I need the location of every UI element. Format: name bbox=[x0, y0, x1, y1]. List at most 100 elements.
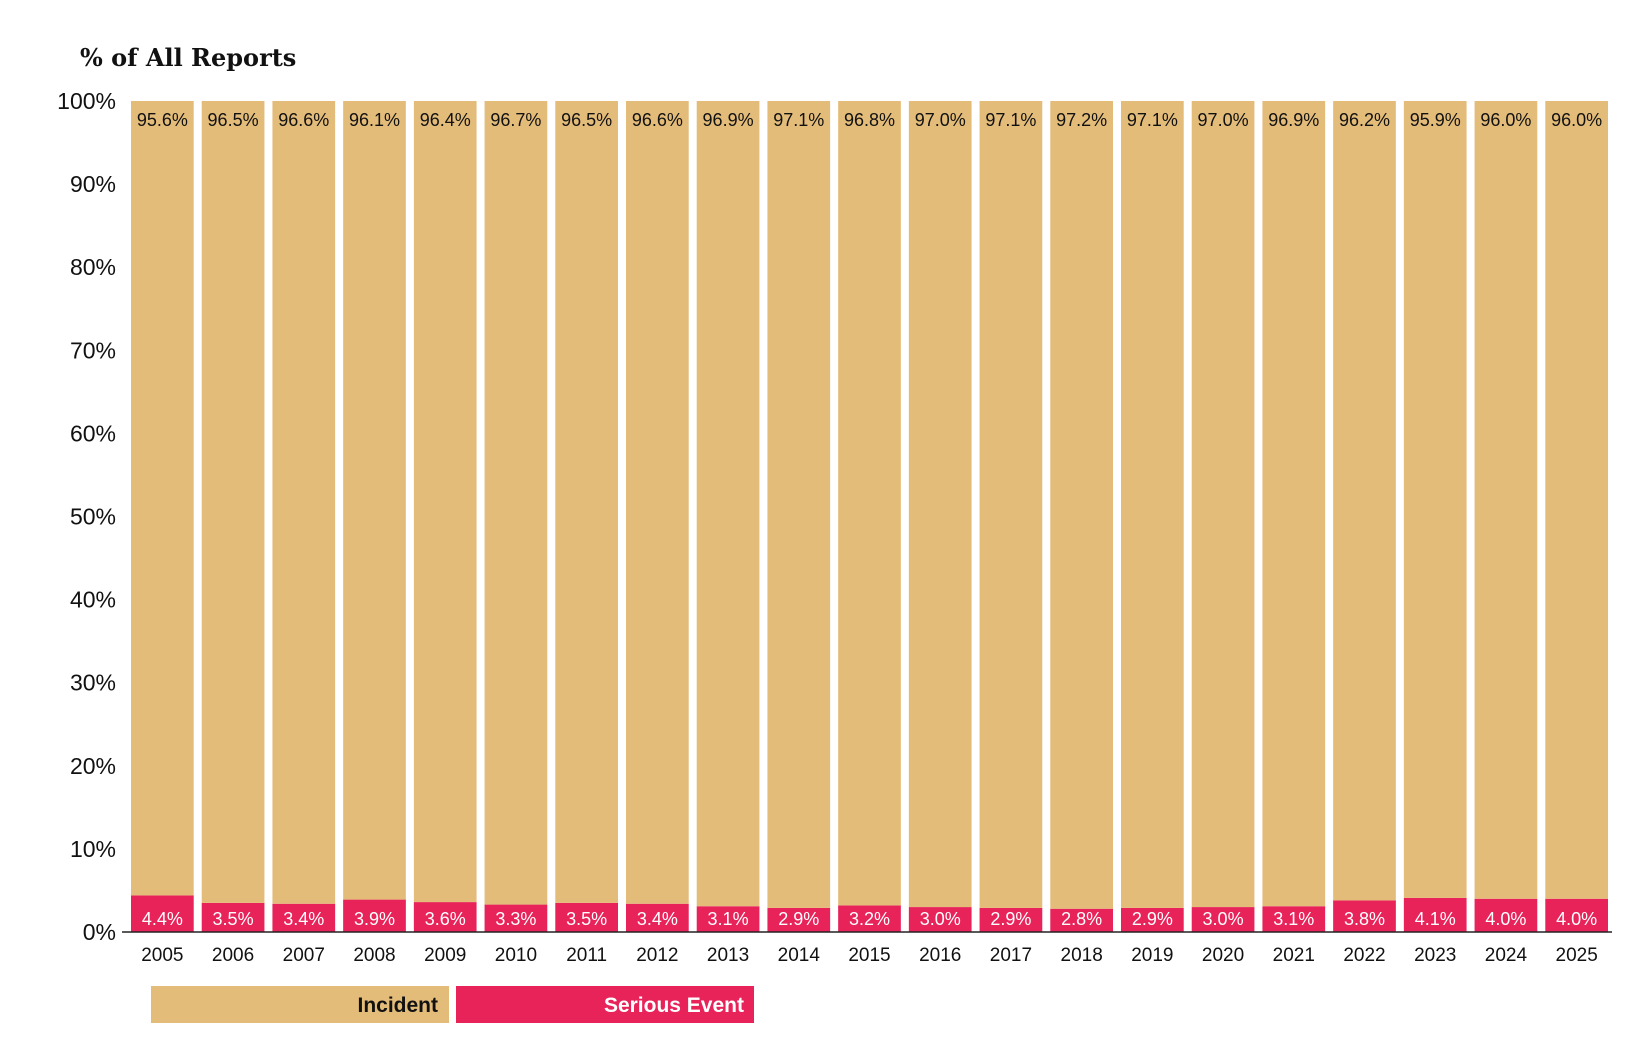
data-label-incident: 96.2% bbox=[1339, 110, 1390, 130]
data-label-serious-event: 3.4% bbox=[283, 909, 324, 929]
data-label-incident: 96.0% bbox=[1551, 110, 1602, 130]
data-label-incident: 95.6% bbox=[137, 110, 188, 130]
data-label-incident: 97.1% bbox=[773, 110, 824, 130]
x-tick-label: 2011 bbox=[566, 945, 607, 966]
data-label-serious-event: 3.8% bbox=[1344, 909, 1385, 929]
y-axis-ticks: 0% 10% 20% 30% 40% 50% 60% 70% 80% 90% 100% bbox=[57, 88, 116, 945]
bar-serious-event bbox=[201, 902, 265, 932]
x-tick-label: 2017 bbox=[990, 945, 1032, 966]
bar-serious-event bbox=[1262, 906, 1326, 932]
bar-serious-event bbox=[131, 895, 194, 932]
bar-serious-event bbox=[1545, 898, 1608, 932]
data-label-incident: 96.5% bbox=[208, 110, 259, 130]
bar-incident bbox=[838, 101, 901, 906]
bar-incident bbox=[1333, 101, 1396, 901]
bar-incident bbox=[555, 101, 618, 903]
bar-incident bbox=[696, 101, 760, 907]
y-axis-title: % of All Reports bbox=[80, 43, 296, 72]
data-label-incident: 97.2% bbox=[1056, 110, 1107, 130]
data-label-incident: 96.7% bbox=[490, 110, 541, 130]
bar-incident bbox=[1191, 101, 1255, 908]
x-tick-label: 2009 bbox=[424, 945, 466, 966]
bar-incident bbox=[1121, 101, 1184, 908]
bar-serious-event bbox=[767, 907, 831, 932]
bar-incident bbox=[1262, 101, 1326, 907]
bar-incident bbox=[201, 101, 265, 903]
x-tick-label: 2012 bbox=[636, 945, 678, 966]
x-tick-label: 2007 bbox=[283, 945, 325, 966]
data-label-serious-event: 3.5% bbox=[566, 909, 607, 929]
x-tick-label: 2025 bbox=[1556, 945, 1598, 966]
bar-incident bbox=[343, 101, 406, 900]
data-label-serious-event: 2.8% bbox=[1061, 909, 1102, 929]
legend: Incident Serious Event bbox=[151, 986, 754, 1023]
y-tick-label: 60% bbox=[70, 420, 116, 446]
bar-serious-event bbox=[1050, 908, 1113, 932]
x-tick-label: 2024 bbox=[1485, 945, 1528, 966]
data-label-serious-event: 4.1% bbox=[1415, 909, 1456, 929]
bar-serious-event bbox=[343, 899, 406, 932]
data-label-serious-event: 3.3% bbox=[495, 909, 536, 929]
x-tick-label: 2008 bbox=[353, 945, 395, 966]
x-tick-label: 2020 bbox=[1202, 945, 1244, 966]
y-tick-label: 50% bbox=[70, 504, 116, 530]
data-label-incident: 95.9% bbox=[1410, 110, 1461, 130]
bar-serious-event bbox=[838, 905, 901, 932]
data-label-serious-event: 2.9% bbox=[1132, 909, 1173, 929]
bar-incident bbox=[626, 101, 689, 904]
data-label-serious-event: 3.0% bbox=[920, 909, 961, 929]
bar-serious-event bbox=[1121, 907, 1184, 932]
bar-serious-event bbox=[1474, 898, 1538, 932]
data-label-serious-event: 2.9% bbox=[778, 909, 819, 929]
y-tick-label: 80% bbox=[70, 254, 116, 280]
data-label-incident: 97.1% bbox=[1127, 110, 1178, 130]
bar-serious-event bbox=[979, 907, 1043, 932]
x-tick-label: 2016 bbox=[919, 945, 961, 966]
x-tick-label: 2019 bbox=[1131, 945, 1173, 966]
bar-incident bbox=[131, 101, 194, 896]
bar-serious-event bbox=[626, 903, 689, 932]
data-label-incident: 96.1% bbox=[349, 110, 400, 130]
bar-incident bbox=[1474, 101, 1538, 899]
y-tick-label: 0% bbox=[83, 919, 116, 945]
x-tick-label: 2023 bbox=[1414, 945, 1456, 966]
bar-incident bbox=[908, 101, 972, 908]
legend-serious-label: Serious Event bbox=[604, 994, 744, 1017]
x-tick-label: 2015 bbox=[848, 945, 890, 966]
data-label-incident: 96.9% bbox=[703, 110, 754, 130]
data-label-incident: 96.8% bbox=[844, 110, 895, 130]
data-label-serious-event: 3.5% bbox=[213, 909, 254, 929]
y-tick-label: 20% bbox=[70, 753, 116, 779]
x-tick-label: 2013 bbox=[707, 945, 749, 966]
bar-incident bbox=[1050, 101, 1113, 909]
legend-incident-swatch bbox=[151, 986, 449, 1023]
bars: 95.6% 4.4% 96.5% 3.5% 96.6% 3.4% 96.1% 3.9% 96.4… bbox=[131, 101, 1608, 932]
data-label-incident: 96.4% bbox=[420, 110, 471, 130]
x-tick-label: 2005 bbox=[141, 945, 183, 966]
data-label-serious-event: 4.4% bbox=[142, 909, 183, 929]
data-label-incident: 97.0% bbox=[1198, 110, 1249, 130]
bar-serious-event bbox=[696, 906, 760, 932]
data-label-incident: 96.9% bbox=[1268, 110, 1319, 130]
bar-serious-event bbox=[272, 903, 336, 932]
legend-serious-swatch bbox=[456, 986, 754, 1023]
data-label-serious-event: 2.9% bbox=[990, 909, 1031, 929]
data-label-serious-event: 3.4% bbox=[637, 909, 678, 929]
legend-incident-label: Incident bbox=[357, 994, 438, 1017]
bar-incident bbox=[484, 101, 548, 905]
x-tick-label: 2018 bbox=[1061, 945, 1103, 966]
x-tick-label: 2014 bbox=[778, 945, 821, 966]
data-label-incident: 97.0% bbox=[915, 110, 966, 130]
bar-serious-event bbox=[1333, 900, 1396, 932]
data-label-incident: 96.6% bbox=[278, 110, 329, 130]
bar-incident bbox=[979, 101, 1043, 908]
x-axis-ticks: 2005 2006 2007 2008 2009 2010 2011 2012 2013 2014… bbox=[141, 945, 1598, 966]
bar-serious-event bbox=[413, 902, 477, 932]
data-label-incident: 96.0% bbox=[1480, 110, 1531, 130]
bar-incident bbox=[767, 101, 831, 908]
data-label-serious-event: 3.0% bbox=[1203, 909, 1244, 929]
y-tick-label: 100% bbox=[57, 88, 116, 114]
data-label-incident: 96.5% bbox=[561, 110, 612, 130]
bar-serious-event bbox=[1191, 907, 1255, 932]
